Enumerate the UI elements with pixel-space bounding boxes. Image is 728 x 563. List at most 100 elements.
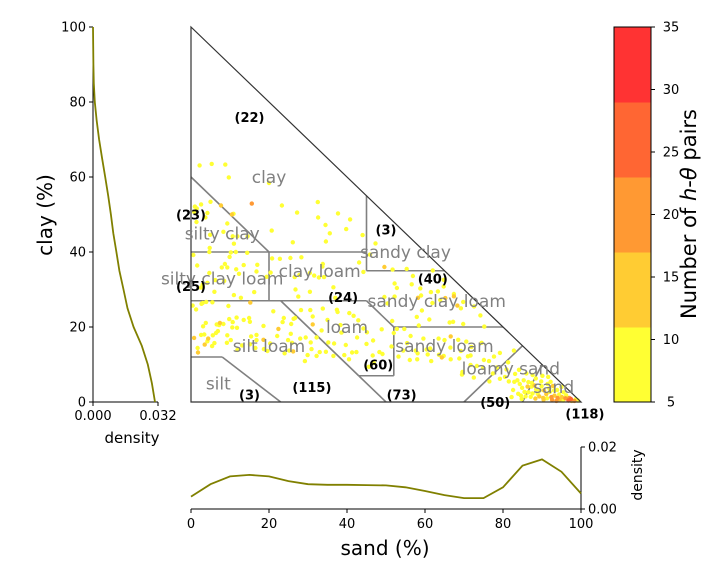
data-point [490,371,496,376]
y-tick-label: 0.00 [588,503,617,518]
data-point [537,388,542,393]
data-point [206,336,211,341]
data-point [367,252,373,257]
data-point [349,350,355,355]
data-point [394,285,400,291]
data-point [415,295,421,300]
data-point [246,315,252,321]
colorbar-tick-label: 5 [667,396,675,411]
data-point [370,338,376,343]
data-point [261,346,267,352]
data-point [544,391,549,397]
data-point [455,303,460,308]
data-point [241,317,246,323]
data-point [194,219,199,225]
data-point [351,313,356,318]
data-point [461,299,466,305]
data-point [212,289,217,294]
data-point [203,320,208,326]
data-point [309,346,314,352]
data-point [294,210,300,215]
data-point [333,295,338,300]
texture-class-label: sandy loam [395,337,493,357]
data-point [320,264,325,269]
data-point [559,394,565,400]
data-point [479,340,484,345]
data-point [323,239,329,244]
data-point [415,357,420,362]
data-point [226,303,231,309]
data-point [230,319,235,325]
class-count-label: (24) [328,291,358,306]
colorbar-tick-label: 20 [663,208,680,223]
data-point [230,234,235,239]
data-point [219,265,224,270]
y-tick-label: 80 [69,96,86,111]
data-point [299,255,304,260]
data-point [404,266,409,272]
data-point [524,371,529,376]
data-point [438,297,443,303]
data-point [480,365,486,371]
data-point [266,180,272,186]
data-point [288,331,293,336]
data-point [222,278,227,284]
data-point [354,335,360,340]
data-point [428,289,434,295]
data-point [526,379,531,385]
y-axis-label: clay (%) [33,174,57,256]
texture-class-label: sandy clay [360,243,451,263]
data-point [205,210,210,216]
data-point [525,384,530,389]
data-point [308,307,313,313]
sand-density-curve [190,458,582,499]
data-point [448,357,453,362]
data-point [448,334,453,339]
data-point [248,334,254,339]
data-point [195,263,200,268]
colorbar-tick-label: 30 [663,83,680,98]
data-point [506,379,511,384]
class-count-label: (3) [376,224,397,239]
data-point [364,341,369,347]
data-point [296,294,301,299]
data-point [461,321,466,327]
data-point [541,397,546,402]
data-point [517,381,522,387]
data-point [561,390,566,395]
data-point [530,391,535,396]
data-point [407,357,412,363]
texture-class-label: clay loam [279,262,361,282]
x-tick-label: 0.032 [139,409,176,424]
data-point [191,335,197,341]
data-point [228,337,233,343]
data-point [202,342,207,347]
data-point [494,365,499,370]
data-point [323,222,328,228]
class-boundary [280,300,360,377]
data-point [289,321,294,327]
data-point [459,372,465,377]
data-point [533,376,538,381]
data-point [231,241,237,246]
x-tick-label: 100 [569,517,594,532]
data-point [385,301,390,306]
data-point [261,323,266,329]
data-point [199,301,204,306]
data-point [287,348,292,353]
data-point [497,350,503,356]
data-point [478,313,483,318]
data-point [210,333,215,338]
class-boundary [221,356,282,403]
data-point [307,289,313,294]
data-point [210,300,215,305]
data-point [327,231,332,236]
data-point [200,324,206,329]
data-point [356,318,361,323]
data-point [504,367,509,372]
class-count-label: (40) [418,272,448,287]
data-point [389,344,394,349]
data-point [521,378,526,383]
data-point [215,328,221,334]
